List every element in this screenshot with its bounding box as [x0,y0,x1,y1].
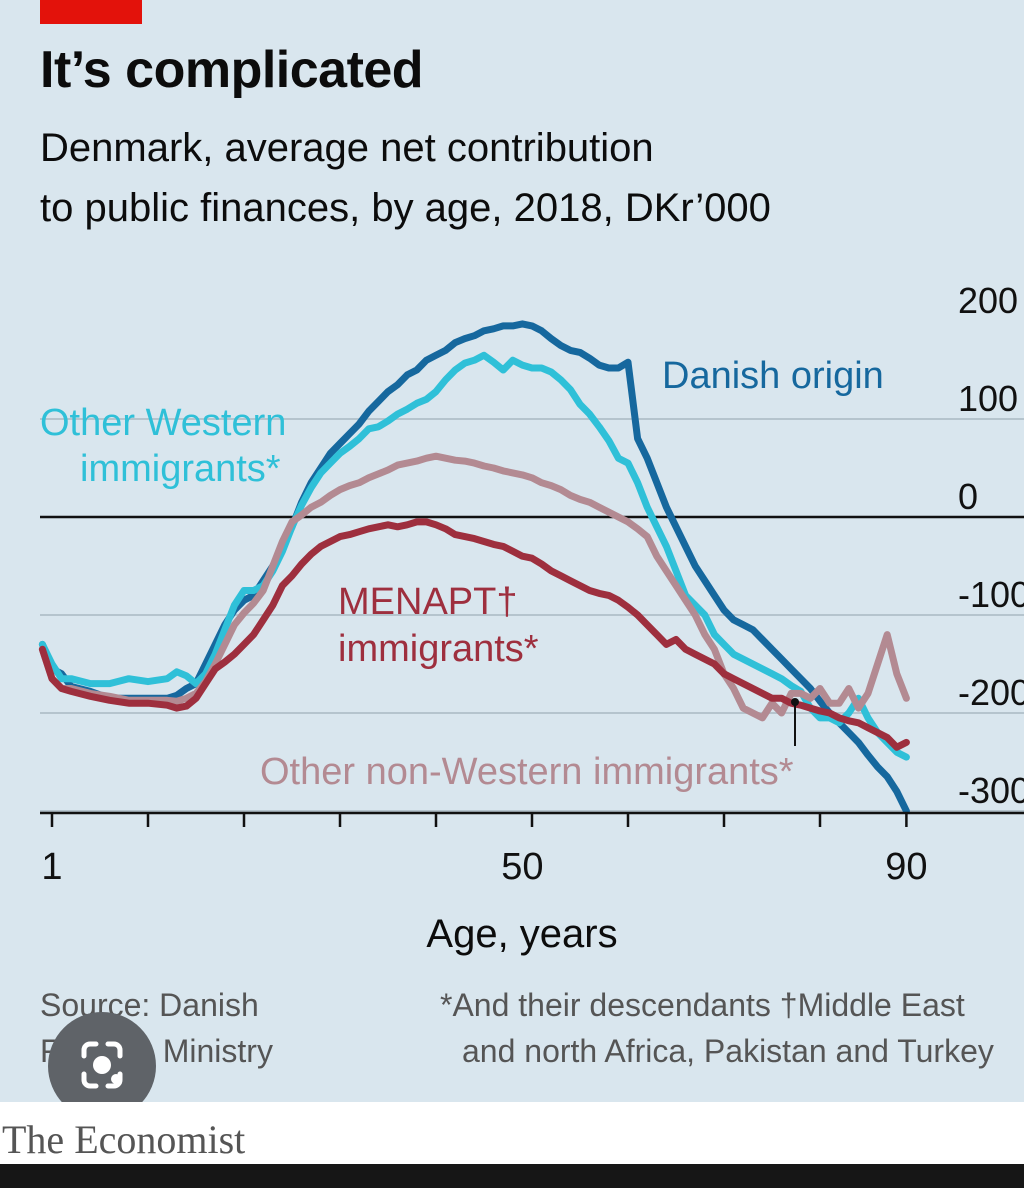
brand-logo: The Economist [2,1117,246,1162]
y-tick-label: 0 [958,476,978,517]
grid-layer: 200 100 0 -100 -200 -300 [40,280,1024,812]
annotation-other-non-western: Other non-Western immigrants* [260,751,794,793]
x-tick-label: 90 [885,846,927,888]
x-axis-title: Age, years [426,912,617,956]
lens-icon [81,1041,123,1089]
brand-red-tag [40,0,142,24]
x-tick-label: 50 [501,846,543,888]
line-chart: 200 100 0 -100 -200 -300 1 50 90 Danish origin … [38,280,1024,956]
series-line-other-non-western-immigrants [38,452,910,722]
y-tick-label: -100 [958,574,1024,615]
annotation-menapt-line1: MENAPT† [338,581,517,623]
footnote: *And their descendants †Middle East and … [440,982,994,1074]
brand-bar [0,1102,1024,1164]
y-tick-label: -200 [958,672,1024,713]
subtitle-line-2-light: by age, 2018, DKr’000 [360,186,771,230]
y-tick-label: 100 [958,378,1018,419]
chart-subtitle: Denmark, average net contribution to pub… [40,118,1000,238]
x-tick-label: 1 [41,846,62,888]
y-tick-label: 200 [958,280,1018,321]
x-axis: 1 50 90 [40,811,1024,888]
chart-panel: It’s complicated Denmark, average net co… [0,0,1024,1102]
series-layer [38,320,910,815]
annotation-menapt-line2: immigrants* [338,628,539,670]
annotation-danish-origin: Danish origin [662,355,884,397]
series-line-menapt-immigrants [38,518,910,751]
annotation-other-western-line1: Other Western [40,402,286,444]
lens-search-button[interactable] [48,1012,156,1102]
annotation-other-western-line2: immigrants* [80,448,281,490]
subtitle-line-2-bold: to public finances, [40,186,361,230]
annotation-layer: Danish origin Other Western immigrants* … [40,355,884,956]
series-line-other-western-immigrants [38,351,910,761]
annotation-leader-dot [791,698,799,706]
subtitle-line-1: Denmark, average net contribution [40,126,654,170]
page-title: It’s complicated [40,41,424,99]
y-tick-label: -300 [958,770,1024,811]
bottom-system-bar [0,1164,1024,1188]
subtitle-line-2: to public finances, by age, 2018, DKr’00… [40,178,1000,238]
footnote-line-1: *And their descendants †Middle East [440,987,965,1023]
footnote-line-2: and north Africa, Pakistan and Turkey [462,1033,994,1069]
